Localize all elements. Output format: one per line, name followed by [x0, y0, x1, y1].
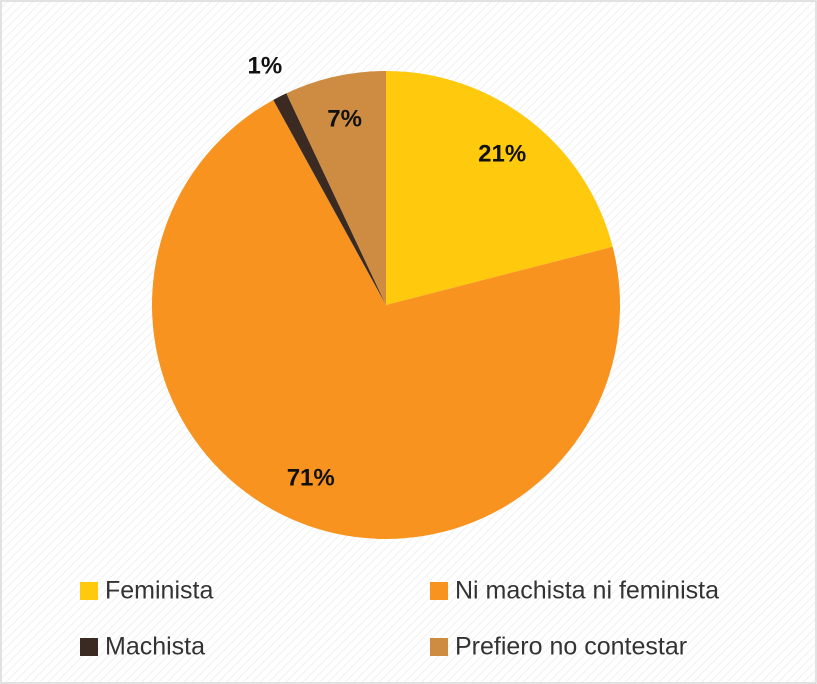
pie: 21% 71% 1% 7%: [152, 53, 621, 539]
legend-swatch: [80, 638, 98, 656]
legend-swatch: [80, 582, 98, 600]
legend-swatch: [430, 582, 448, 600]
legend-label: Prefiero no contestar: [455, 633, 687, 661]
pie-slice: [152, 99, 621, 539]
data-label: 21%: [478, 141, 526, 168]
legend-label: Ni machista ni feminista: [455, 577, 719, 605]
pie-slice: [273, 93, 386, 305]
data-label: 7%: [327, 105, 362, 132]
legend: Feminista Ni machista ni feminista Machist…: [80, 577, 719, 661]
pie-slice: [386, 71, 613, 305]
legend-label: Machista: [105, 633, 205, 661]
pie-slice: [286, 71, 386, 305]
data-label: 1%: [248, 53, 283, 80]
legend-label: Feminista: [105, 577, 213, 605]
legend-swatch: [430, 638, 448, 656]
data-label: 71%: [287, 464, 335, 491]
